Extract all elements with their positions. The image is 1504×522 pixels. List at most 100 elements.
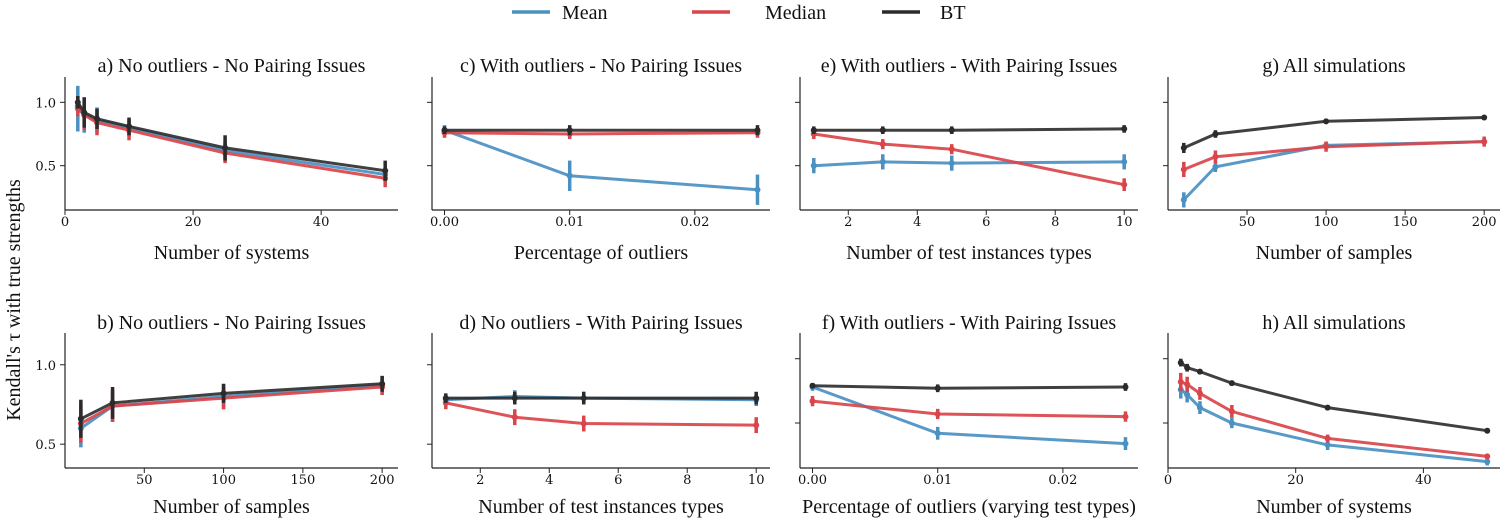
data-point-bt — [1196, 368, 1203, 375]
y-axis-label: Kendall's τ with true strengths — [3, 179, 25, 421]
series-median — [1180, 136, 1488, 178]
series-median — [77, 379, 386, 443]
panel-c-title: c) With outliers - No Pairing Issues — [460, 55, 742, 77]
data-point-bt — [934, 385, 941, 392]
data-point-mean — [1324, 441, 1331, 448]
data-point-bt — [1122, 384, 1129, 390]
x-tick-label: 100 — [1314, 215, 1339, 230]
legend: Mean Median BT — [512, 2, 966, 24]
series-line-mean — [813, 160, 1125, 168]
data-point-median — [948, 146, 955, 153]
data-point-bt — [754, 127, 761, 134]
series-line-bt — [812, 384, 1126, 390]
data-point-mean — [754, 186, 761, 193]
x-tick-label: 0.01 — [555, 215, 584, 230]
data-point-median — [1196, 390, 1203, 397]
panel-a: a) No outliers - No Pairing Issues 0 20 40 0… — [35, 55, 398, 264]
data-point-bt — [379, 380, 386, 387]
x-tick-label: 20 — [185, 215, 202, 230]
data-point-bt — [566, 127, 573, 134]
x-tick-label: 2 — [476, 473, 484, 488]
panel-b-title: b) No outliers - No Pairing Issues — [97, 312, 366, 334]
data-point-bt — [809, 382, 816, 389]
data-point-median — [1324, 435, 1331, 442]
panel-d: d) No outliers - With Pairing Issues 2 4 6 8… — [427, 312, 770, 518]
data-point-bt — [1228, 380, 1235, 387]
panel-b: b) No outliers - No Pairing Issues 50 100 1… — [35, 312, 398, 518]
x-tick-label: 4 — [913, 215, 921, 230]
panel-f-title: f) With outliers - With Pairing Issues — [822, 312, 1117, 334]
data-point-bt — [94, 115, 101, 122]
data-point-bt — [109, 399, 116, 406]
legend-label-bt: BT — [940, 2, 966, 24]
data-point-bt — [77, 415, 84, 422]
data-point-mean — [810, 162, 817, 169]
series-bt — [809, 382, 1129, 393]
data-point-bt — [810, 127, 817, 134]
y-tick-label: 1.0 — [35, 96, 56, 111]
data-point-median — [1121, 181, 1128, 188]
data-point-mean — [948, 160, 955, 167]
series-median — [74, 96, 389, 188]
data-point-median — [580, 420, 587, 427]
x-tick-label: 0 — [1164, 473, 1172, 488]
x-tick-label: 50 — [1239, 215, 1256, 230]
x-tick-label: 10 — [748, 473, 765, 488]
panel-h-x-label: Number of systems — [1256, 496, 1412, 518]
data-point-bt — [1212, 131, 1219, 137]
x-tick-label: 0.01 — [923, 473, 952, 488]
panel-e-x-label: Number of test instances types — [846, 242, 1092, 264]
data-point-bt — [1184, 364, 1191, 371]
panel-b-x-label: Number of samples — [153, 496, 310, 518]
panel-a-title: a) No outliers - No Pairing Issues — [98, 55, 366, 77]
data-point-bt — [81, 109, 88, 116]
data-point-mean — [1228, 420, 1235, 426]
x-tick-label: 20 — [1287, 473, 1304, 488]
x-tick-label: 10 — [1116, 215, 1133, 230]
data-point-bt — [222, 144, 229, 151]
data-point-median — [1481, 138, 1488, 145]
data-point-mean — [1484, 458, 1491, 465]
data-point-bt — [879, 127, 886, 134]
panel-f: f) With outliers - With Pairing Issues 0.… — [795, 312, 1138, 518]
data-point-bt — [126, 123, 133, 130]
data-point-bt — [511, 395, 518, 402]
x-tick-label: 200 — [1472, 215, 1497, 230]
data-point-bt — [441, 127, 448, 134]
data-point-mean — [1196, 404, 1203, 411]
x-tick-label: 6 — [614, 473, 622, 488]
series-median — [809, 396, 1129, 422]
x-tick-label: 0.00 — [430, 215, 459, 230]
legend-label-median: Median — [765, 2, 826, 24]
y-tick-label: 0.5 — [35, 438, 56, 453]
data-point-bt — [580, 395, 587, 402]
series-mean — [1180, 137, 1488, 208]
x-tick-label: 40 — [313, 215, 330, 230]
x-tick-label: 150 — [1393, 215, 1418, 230]
data-point-mean — [1212, 163, 1219, 170]
series-median — [442, 396, 760, 434]
data-point-bt — [382, 167, 389, 174]
series-line-median — [80, 385, 383, 425]
data-point-mean — [879, 158, 886, 165]
data-point-median — [1177, 378, 1184, 385]
series-line-bt — [76, 101, 386, 173]
data-point-bt — [753, 395, 760, 402]
series-line-median — [813, 132, 1125, 187]
panel-g-title: g) All simulations — [1262, 55, 1406, 77]
x-tick-label: 40 — [1415, 473, 1432, 488]
series-mean — [810, 154, 1128, 174]
data-point-median — [1323, 143, 1330, 150]
series-bt — [441, 125, 761, 136]
data-point-bt — [220, 390, 227, 397]
data-point-median — [1180, 166, 1187, 173]
series-line-median — [445, 401, 757, 427]
legend-label-mean: Mean — [562, 2, 608, 24]
data-point-bt — [1177, 359, 1184, 366]
y-tick-label: 0.5 — [35, 160, 56, 175]
data-point-bt — [442, 395, 449, 402]
x-tick-label: 0.02 — [680, 215, 709, 230]
panel-g: g) All simulations 50 100 150 200 Number of s… — [1163, 55, 1500, 264]
data-point-median — [809, 398, 816, 405]
x-tick-label: 50 — [136, 473, 153, 488]
